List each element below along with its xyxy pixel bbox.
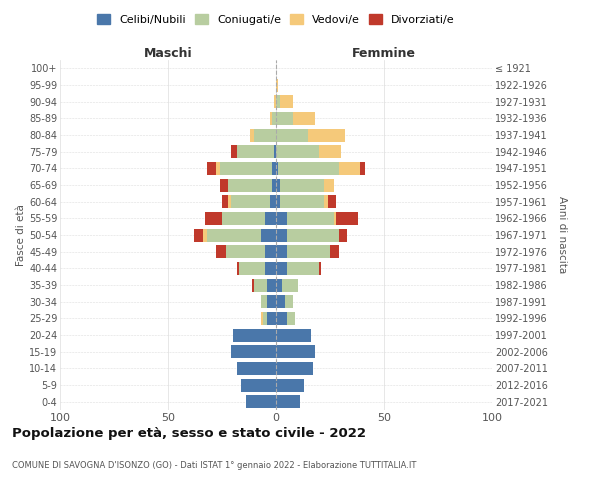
Bar [328, 195, 337, 208]
Y-axis label: Anni di nascita: Anni di nascita [557, 196, 567, 274]
Bar [276, 145, 319, 158]
Bar [338, 228, 347, 241]
Bar [274, 145, 276, 158]
Bar [268, 278, 276, 291]
Bar [274, 95, 276, 108]
Bar [323, 195, 328, 208]
Bar [276, 112, 293, 125]
Bar [272, 162, 276, 175]
Bar [334, 212, 337, 225]
Bar [276, 345, 315, 358]
Bar [276, 95, 280, 108]
Bar [250, 128, 254, 141]
Bar [284, 295, 293, 308]
Bar [283, 278, 298, 291]
Bar [239, 262, 265, 275]
Bar [276, 162, 278, 175]
Bar [330, 245, 338, 258]
Bar [265, 212, 276, 225]
Bar [338, 162, 360, 175]
Bar [268, 295, 276, 308]
Bar [246, 395, 276, 408]
Bar [265, 245, 276, 258]
Bar [319, 262, 322, 275]
Bar [269, 112, 272, 125]
Bar [241, 378, 276, 392]
Legend: Celibi/Nubili, Coniugati/e, Vedovi/e, Divorziati/e: Celibi/Nubili, Coniugati/e, Vedovi/e, Di… [94, 10, 458, 28]
Bar [254, 278, 268, 291]
Bar [205, 212, 222, 225]
Bar [261, 228, 276, 241]
Bar [222, 212, 265, 225]
Bar [207, 228, 261, 241]
Text: Femmine: Femmine [352, 47, 416, 60]
Bar [237, 262, 239, 275]
Bar [276, 228, 287, 241]
Bar [319, 145, 341, 158]
Bar [237, 362, 276, 375]
Bar [222, 195, 229, 208]
Bar [276, 395, 300, 408]
Bar [287, 312, 295, 325]
Bar [215, 162, 220, 175]
Bar [194, 228, 203, 241]
Bar [276, 328, 311, 342]
Bar [263, 312, 268, 325]
Text: Maschi: Maschi [143, 47, 193, 60]
Bar [280, 95, 293, 108]
Bar [287, 228, 338, 241]
Bar [276, 212, 287, 225]
Bar [220, 162, 272, 175]
Bar [360, 162, 365, 175]
Bar [276, 262, 287, 275]
Bar [276, 312, 287, 325]
Text: Popolazione per età, sesso e stato civile - 2022: Popolazione per età, sesso e stato civil… [12, 427, 366, 440]
Bar [229, 178, 272, 192]
Bar [276, 278, 283, 291]
Bar [293, 112, 315, 125]
Bar [230, 345, 276, 358]
Bar [276, 178, 280, 192]
Bar [261, 295, 268, 308]
Bar [237, 145, 274, 158]
Bar [220, 178, 229, 192]
Text: COMUNE DI SAVOGNA D'ISONZO (GO) - Dati ISTAT 1° gennaio 2022 - Elaborazione TUTT: COMUNE DI SAVOGNA D'ISONZO (GO) - Dati I… [12, 461, 416, 470]
Bar [203, 228, 207, 241]
Bar [272, 178, 276, 192]
Bar [252, 278, 254, 291]
Bar [215, 245, 226, 258]
Bar [323, 178, 334, 192]
Bar [280, 178, 323, 192]
Bar [276, 78, 278, 92]
Bar [268, 312, 276, 325]
Bar [226, 245, 265, 258]
Bar [269, 195, 276, 208]
Bar [230, 195, 269, 208]
Bar [276, 362, 313, 375]
Bar [280, 195, 323, 208]
Bar [337, 212, 358, 225]
Bar [287, 212, 334, 225]
Bar [229, 195, 230, 208]
Bar [276, 195, 280, 208]
Y-axis label: Fasce di età: Fasce di età [16, 204, 26, 266]
Bar [272, 112, 276, 125]
Bar [308, 128, 345, 141]
Bar [276, 295, 284, 308]
Bar [276, 378, 304, 392]
Bar [230, 145, 237, 158]
Bar [207, 162, 215, 175]
Bar [276, 245, 287, 258]
Bar [233, 328, 276, 342]
Bar [287, 245, 330, 258]
Bar [276, 128, 308, 141]
Bar [261, 312, 263, 325]
Bar [278, 162, 338, 175]
Bar [254, 128, 276, 141]
Bar [287, 262, 319, 275]
Bar [265, 262, 276, 275]
